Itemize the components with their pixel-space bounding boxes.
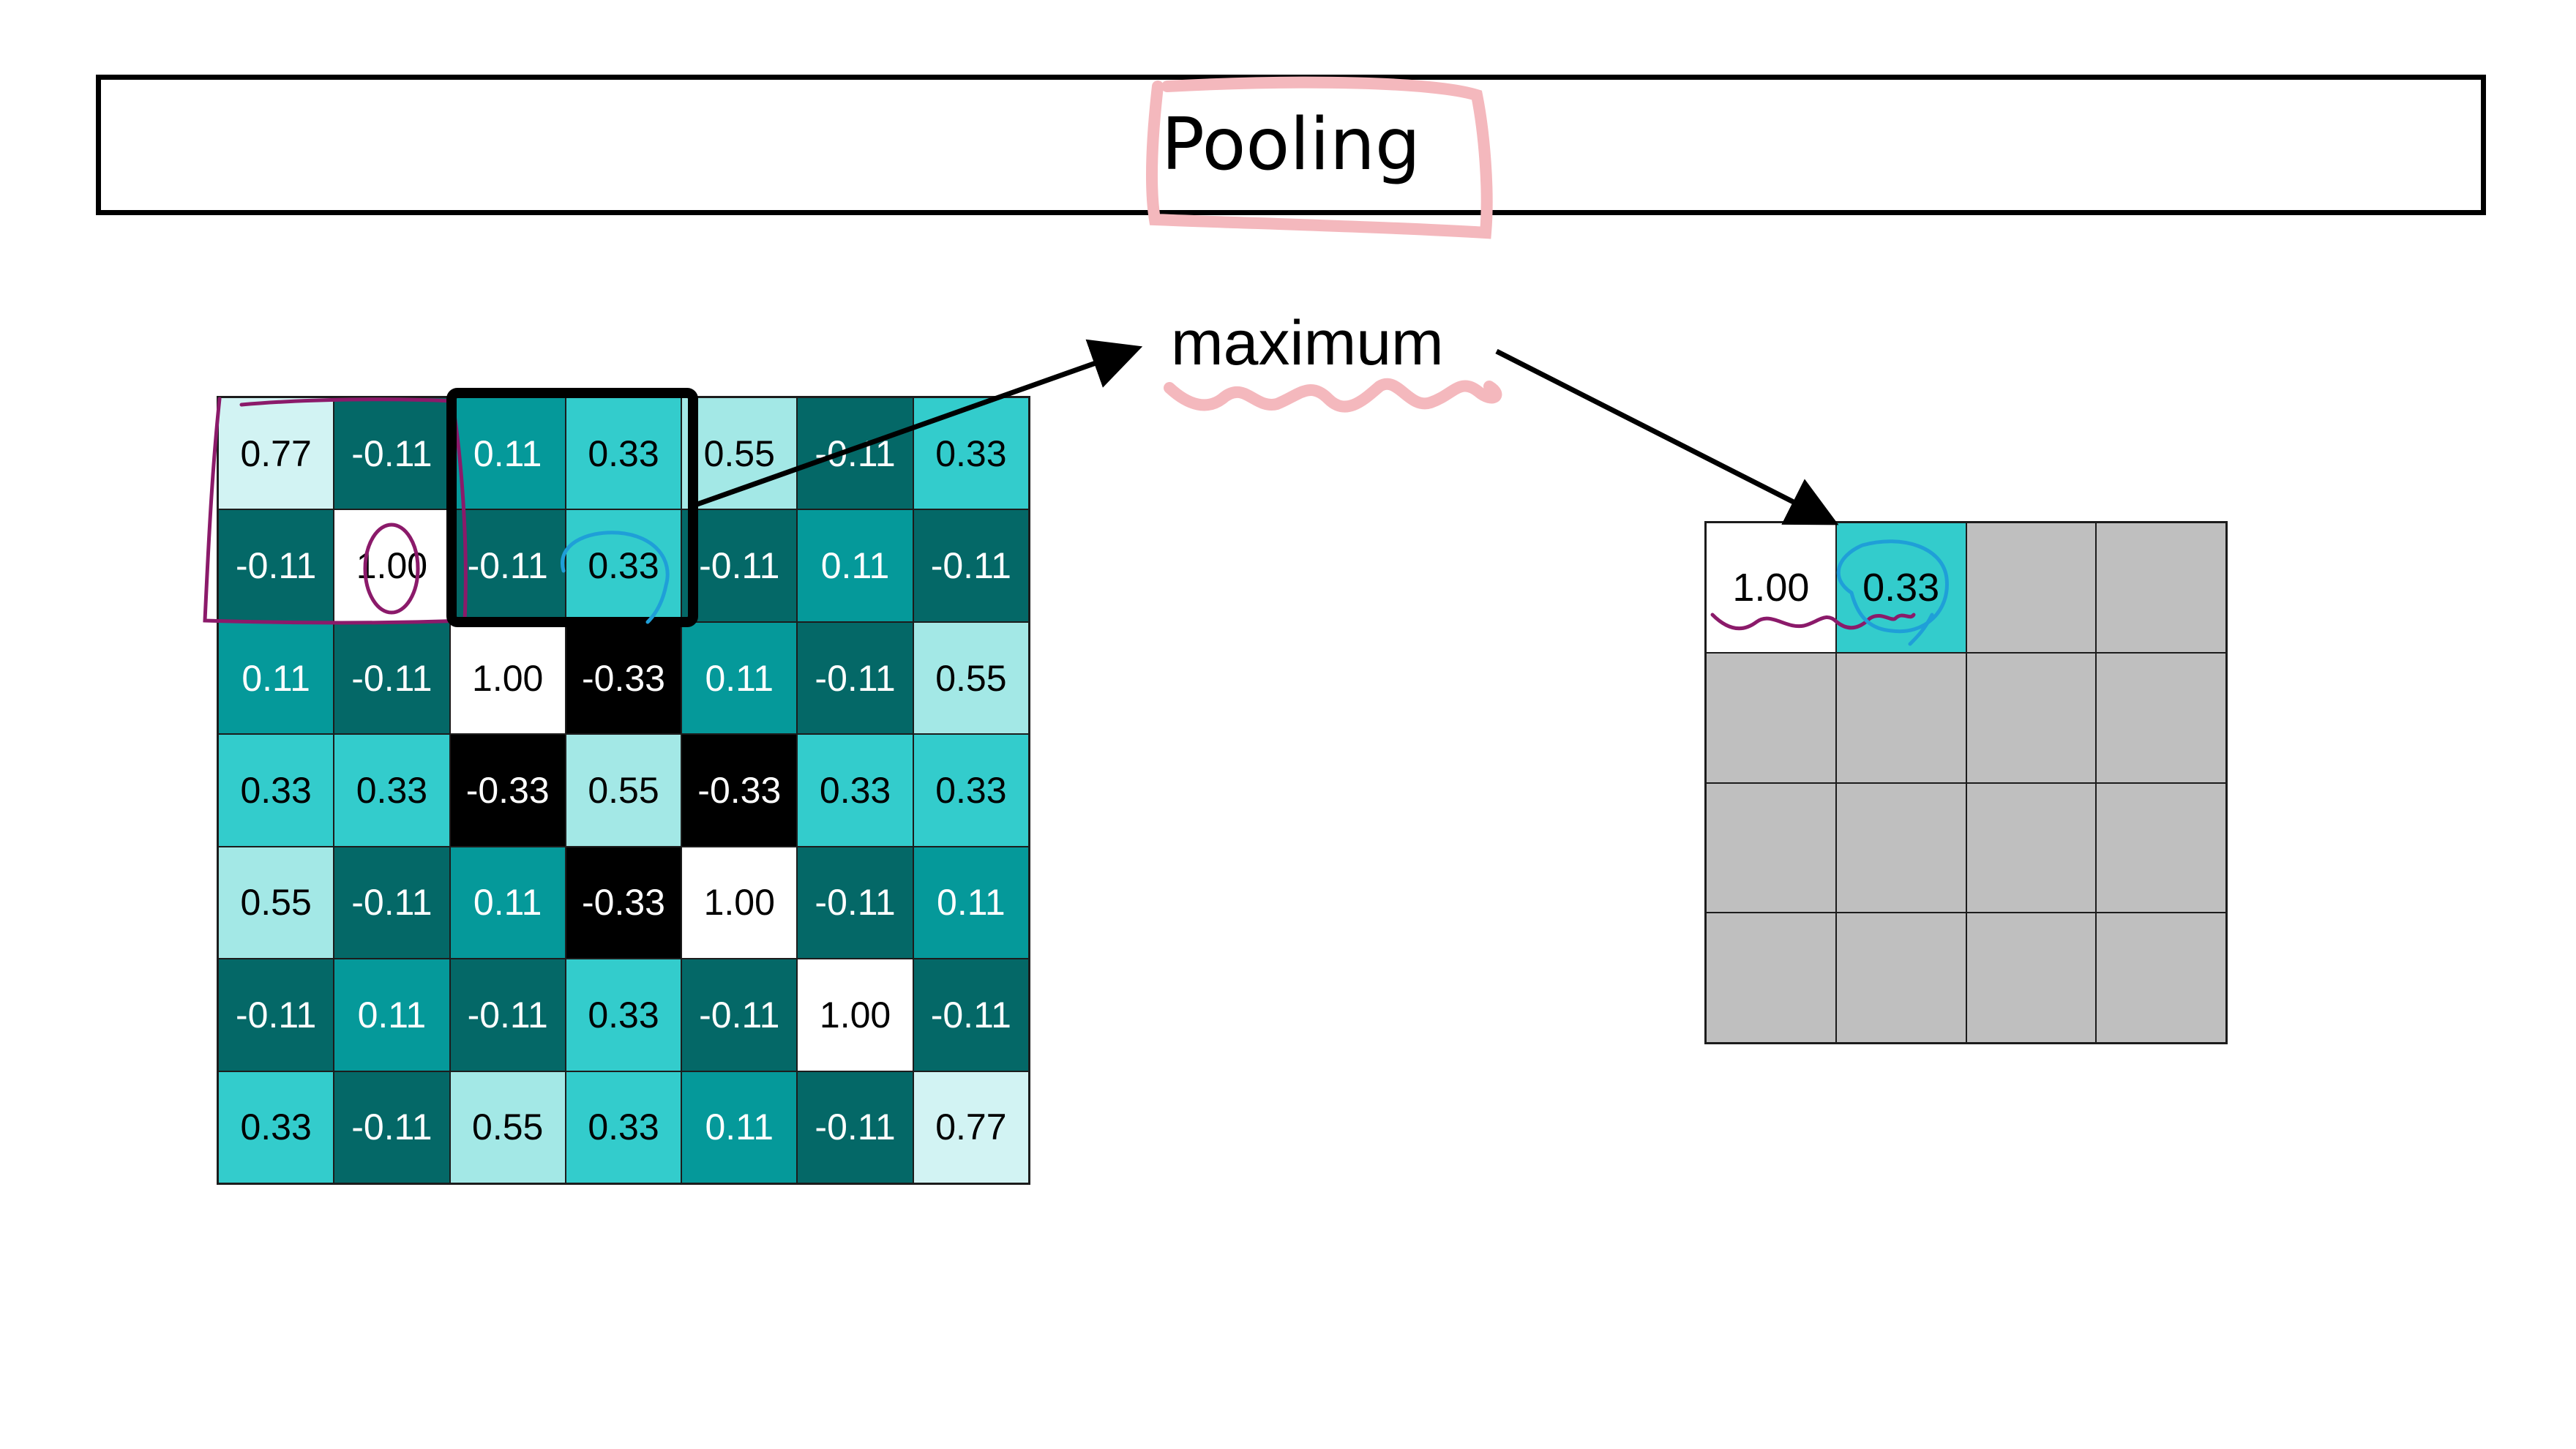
input-cell: 0.33 [218,734,334,847]
input-cell: 0.33 [565,509,682,622]
operation-label: maximum [1171,308,1444,378]
input-cell: -0.11 [334,397,450,510]
input-cell: -0.11 [334,846,450,959]
output-cell [1706,913,1836,1043]
input-cell: -0.11 [218,509,334,622]
input-cell: -0.11 [334,1071,450,1183]
input-cell: 0.11 [797,509,913,622]
pooled-output-map: 1.00 0.33 [1704,521,2228,1044]
input-cell: 0.55 [681,397,798,510]
output-cell: 0.33 [1835,523,1966,653]
input-cell: 0.77 [218,397,334,510]
input-cell: -0.11 [913,959,1029,1071]
output-cell [1966,782,2097,913]
arrow-to-output [1495,348,1839,525]
output-cell [2096,652,2226,783]
input-cell: 0.33 [334,734,450,847]
maximum-underline-mark [1164,378,1502,413]
output-cell [1835,652,1966,783]
output-cell [1706,652,1836,783]
input-cell: -0.11 [218,959,334,1071]
input-cell: -0.11 [449,509,566,622]
output-cell [1966,523,2097,653]
output-cell [1835,913,1966,1043]
input-cell: 0.11 [449,397,566,510]
input-cell: 0.11 [334,959,450,1071]
input-cell: 0.33 [565,1071,682,1183]
input-cell: -0.11 [681,959,798,1071]
output-cell: 1.00 [1706,523,1836,653]
input-cell: 1.00 [449,621,566,735]
input-cell: -0.11 [797,1071,913,1183]
input-cell: 0.11 [681,621,798,735]
output-cell [2096,913,2226,1043]
input-cell: 0.33 [913,397,1029,510]
input-cell: -0.11 [797,397,913,510]
input-cell: 0.11 [449,846,566,959]
input-cell: 0.33 [913,734,1029,847]
input-cell: -0.11 [913,509,1029,622]
input-cell: 0.33 [565,959,682,1071]
input-cell: 1.00 [334,509,450,622]
output-cell [1706,782,1836,913]
output-cell [1966,913,2097,1043]
output-cell [2096,523,2226,653]
input-cell: 0.55 [913,621,1029,735]
input-cell: 0.11 [681,1071,798,1183]
input-cell: 0.33 [797,734,913,847]
input-cell: -0.33 [565,846,682,959]
input-cell: -0.11 [334,621,450,735]
slide-title: Pooling [1161,103,1421,187]
input-cell: 1.00 [681,846,798,959]
input-cell: 0.55 [565,734,682,847]
input-cell: -0.11 [797,621,913,735]
input-cell: 0.33 [565,397,682,510]
input-cell: 0.55 [218,846,334,959]
input-cell: 0.11 [913,846,1029,959]
title-box: Pooling [96,75,2486,215]
input-cell: 0.33 [218,1071,334,1183]
input-cell: -0.11 [797,846,913,959]
input-cell: -0.33 [565,621,682,735]
output-cell [1835,782,1966,913]
output-cell [1966,652,2097,783]
input-cell: -0.11 [681,509,798,622]
input-cell: 0.55 [449,1071,566,1183]
input-cell: 1.00 [797,959,913,1071]
input-cell: -0.33 [449,734,566,847]
input-cell: 0.77 [913,1071,1029,1183]
output-cell [2096,782,2226,913]
input-cell: 0.11 [218,621,334,735]
input-cell: -0.11 [449,959,566,1071]
input-feature-map: 0.77 -0.11 0.11 0.33 0.55 -0.11 0.33 -0.11 1.00-… [217,396,1030,1185]
input-cell: -0.33 [681,734,798,847]
